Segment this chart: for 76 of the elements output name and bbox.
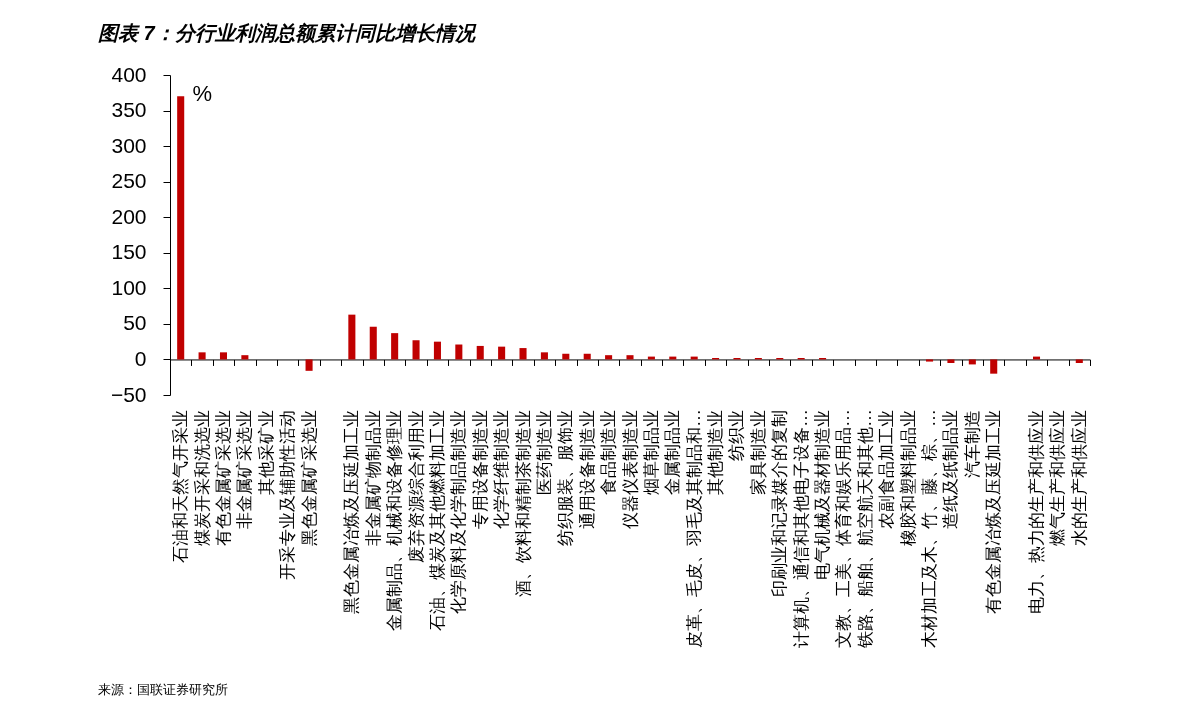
- x-tick-label: 其他制造业: [706, 409, 726, 495]
- bar: [926, 359, 934, 362]
- x-tick-label: 金属制品、机械和设备修理业: [385, 409, 405, 631]
- x-tick-label: 家具制造业: [748, 409, 768, 495]
- x-tick-label: 电气机械及器材制造业: [813, 409, 833, 580]
- x-tick-label: 石油、煤炭及其他燃料加工业: [427, 409, 447, 631]
- x-tick-label: 专用设备制造业: [470, 409, 490, 529]
- bar: [498, 346, 506, 360]
- y-tick-label: 50: [123, 311, 147, 335]
- y-tick-label: 200: [111, 204, 147, 228]
- y-tick-label: −50: [110, 382, 147, 406]
- x-tick-label: 皮革、毛皮、羽毛及其制品和…: [684, 409, 704, 648]
- x-tick-label: 木材加工及木、竹、藤、棕、…: [920, 409, 940, 648]
- x-tick-label: 其他采矿业: [256, 409, 276, 495]
- y-tick-label: 100: [111, 275, 147, 299]
- bar: [198, 352, 206, 360]
- x-tick-label: 烟草制品业: [641, 409, 661, 495]
- y-tick-label: 400: [111, 62, 147, 86]
- x-tick-label: 黑色金属冶炼及压延加工业: [342, 409, 362, 614]
- x-tick-label: 造纸及纸制品业: [941, 409, 961, 529]
- bar: [968, 359, 976, 365]
- bar: [348, 314, 356, 360]
- x-tick-label: 燃气生产和供应业: [1048, 409, 1068, 546]
- chart-title: 图表 7：分行业利润总额累计同比增长情况: [98, 22, 477, 44]
- source-note: 来源：国联证券研究所: [98, 682, 228, 697]
- x-tick-label: 铁路、船舶、航空航天和其他…: [855, 409, 875, 649]
- x-tick-label: 非金属矿物制品业: [363, 409, 383, 546]
- x-tick-label: 酒、饮料和精制茶制造业: [513, 409, 533, 597]
- bar: [241, 355, 249, 360]
- x-tick-label: 非金属矿采选业: [235, 409, 255, 529]
- x-tick-label: 食品制造业: [599, 409, 619, 495]
- x-tick-label: 农副食品加工业: [877, 409, 897, 529]
- bar: [219, 352, 228, 360]
- x-tick-label: 橡胶和塑料制品业: [898, 409, 918, 546]
- bar: [305, 359, 313, 371]
- bar: [947, 359, 955, 363]
- x-tick-label: 印刷业和记录媒介的复制: [770, 409, 790, 597]
- y-tick-label: 0: [134, 346, 147, 370]
- x-tick-label: 汽车制造: [962, 409, 982, 478]
- x-tick-label: 有色金属矿采选业: [213, 409, 233, 546]
- bar: [626, 355, 634, 360]
- x-tick-label: 电力、热力的生产和供应业: [1027, 409, 1047, 614]
- bar: [519, 348, 527, 360]
- y-tick-label: 150: [111, 240, 147, 264]
- x-tick-label: 石油和天然气开采业: [171, 409, 191, 563]
- bar: [455, 344, 463, 360]
- x-tick-label: 化学纤维制造业: [492, 409, 512, 529]
- x-tick-label: 金属制品业: [663, 409, 683, 495]
- x-tick-label: 医药制造业: [534, 409, 554, 495]
- x-tick-label: 水的生产和供应业: [1069, 409, 1089, 546]
- bar: [605, 355, 613, 360]
- x-tick-label: 仪器仪表制造业: [620, 409, 640, 529]
- y-axis-title: %: [192, 80, 213, 106]
- bar: [391, 333, 399, 360]
- bar: [476, 345, 484, 360]
- y-tick-label: 350: [111, 98, 147, 122]
- x-tick-label: 煤炭开采和洗选业: [192, 409, 212, 546]
- bar: [412, 340, 420, 360]
- x-tick-label: 文教、工美、体育和娱乐用品…: [834, 409, 854, 648]
- bar: [433, 341, 441, 360]
- y-tick-label: 250: [111, 169, 147, 193]
- x-tick-label: 开采专业及辅助性活动: [278, 409, 298, 580]
- bar: [540, 352, 548, 360]
- x-tick-label: 黑色金属矿采选业: [299, 409, 319, 546]
- x-tick-label: 纺织服装、服饰业: [556, 409, 576, 546]
- bar: [1075, 359, 1083, 363]
- x-tick-label: 废弃资源综合利用业: [406, 409, 426, 563]
- bar: [990, 359, 998, 374]
- x-tick-label: 计算机、通信和其他电子设备…: [791, 409, 811, 648]
- bar: [177, 96, 185, 360]
- y-tick-label: 300: [111, 133, 147, 157]
- x-tick-label: 通用设备制造业: [577, 409, 597, 529]
- x-tick-label: 有色金属冶炼及压延加工业: [984, 409, 1004, 614]
- bar: [369, 326, 377, 360]
- x-tick-label: 纺织业: [727, 409, 747, 461]
- x-tick-label: 化学原料及化学制品制造业: [449, 409, 469, 614]
